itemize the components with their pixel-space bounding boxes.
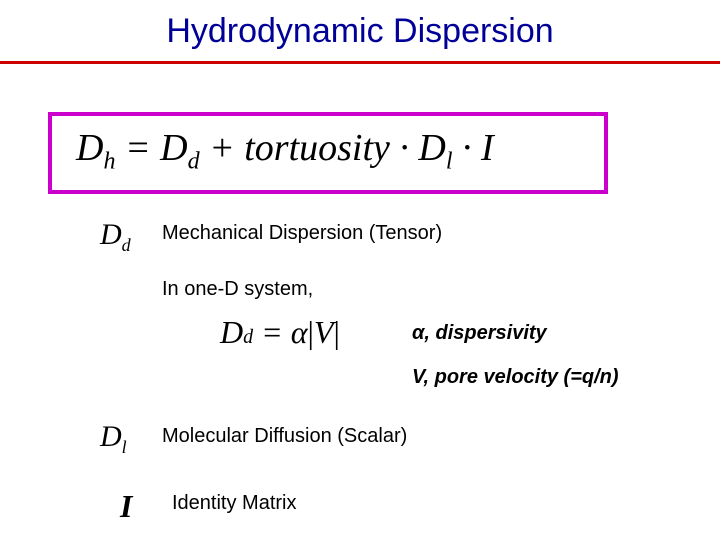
dd-equation: Dd = α|V|	[220, 314, 340, 351]
abs-bar-close: |	[333, 314, 339, 350]
dot1: ·	[390, 127, 419, 169]
label-pore-velocity: V, pore velocity (=q/n)	[412, 366, 619, 389]
dot2: ·	[453, 127, 482, 169]
label-molecular-diffusion: Molecular Diffusion (Scalar)	[162, 425, 407, 448]
slide: Hydrodynamic Dispersion Dh = Dd + tortuo…	[0, 0, 720, 540]
title-underline	[0, 61, 720, 64]
term-Dd: Dd	[160, 127, 199, 169]
symbol-I: I	[120, 488, 132, 525]
term-tortuosity: tortuosity	[244, 127, 390, 169]
slide-title: Hydrodynamic Dispersion	[0, 0, 720, 59]
symbol-Dd: Dd	[100, 218, 131, 256]
term-Dl: Dl	[418, 127, 452, 169]
plus: +	[200, 127, 245, 169]
label-alpha-dispersivity: α, dispersivity	[412, 322, 547, 345]
label-mechanical-dispersion: Mechanical Dispersion (Tensor)	[162, 222, 442, 245]
equals: =	[115, 127, 160, 169]
dd-equals: =	[253, 314, 291, 350]
main-equation-box: Dh = Dd + tortuosity · Dl · I	[48, 112, 608, 194]
label-identity-matrix: Identity Matrix	[172, 492, 296, 515]
term-Dh: Dh	[76, 127, 115, 169]
dd-D: Dd	[220, 314, 253, 350]
dd-alpha: α	[291, 314, 308, 350]
label-one-d-system: In one-D system,	[162, 278, 313, 301]
term-I: I	[481, 127, 494, 169]
main-equation: Dh = Dd + tortuosity · Dl · I	[76, 126, 580, 176]
dd-V: V	[314, 314, 334, 350]
symbol-Dl: Dl	[100, 420, 127, 458]
